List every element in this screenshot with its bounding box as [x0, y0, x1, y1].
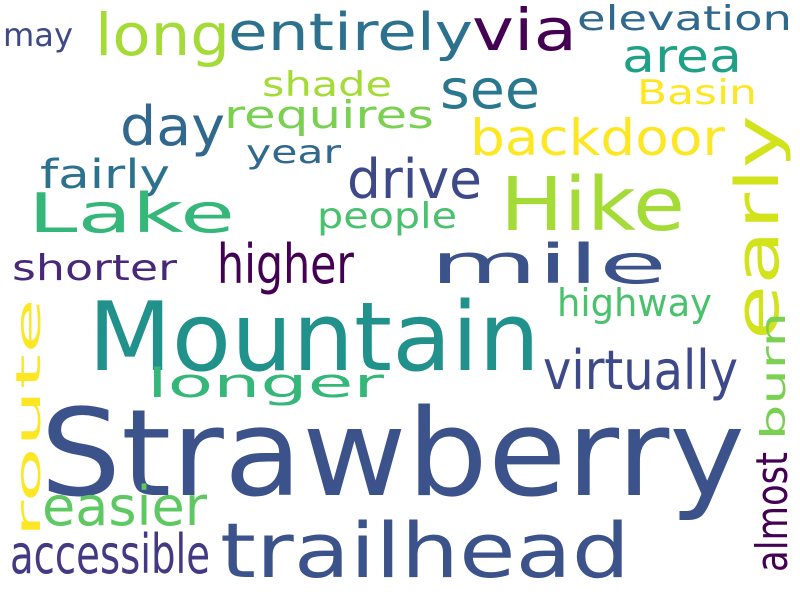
word-elevation: elevation: [577, 0, 792, 39]
word-basin: Basin: [637, 73, 757, 113]
word-higher: people: [317, 196, 457, 237]
word-easier: virtually: [543, 339, 738, 402]
word-people: Lake: [28, 182, 235, 245]
word-early: burn: [754, 312, 794, 440]
word-shorter: mile: [430, 233, 667, 296]
word-entirely: entirely: [228, 3, 473, 63]
word-burn: almost: [747, 452, 798, 572]
word-day: day: [120, 95, 225, 158]
word-requires: requires: [224, 93, 434, 137]
word-lake: drive: [347, 148, 482, 211]
word-backdoor: backdoor: [470, 109, 725, 167]
word-fairly: early: [723, 115, 793, 340]
word-shade: shade: [262, 65, 392, 105]
word-virtually: longer: [147, 361, 385, 407]
word-trailhead: trailhead: [220, 506, 630, 595]
word-strawberry: Strawberry: [40, 385, 745, 524]
word-via: via: [472, 0, 577, 64]
word-almost: accessible: [10, 523, 210, 586]
word-longer: highway: [557, 281, 712, 325]
word-route: easier: [42, 475, 208, 538]
word-long: long: [95, 1, 230, 69]
word-mountain: Mountain: [88, 283, 540, 393]
word-area: area: [622, 29, 742, 83]
word-mile: higher: [217, 233, 355, 296]
word-accessible: route: [9, 298, 49, 538]
word-year: year: [246, 133, 342, 171]
word-hike: Hike: [500, 162, 685, 248]
word-drive: fairly: [40, 152, 170, 198]
word-may: may: [3, 16, 73, 54]
word-see: see: [440, 58, 540, 121]
word-highway: shorter: [12, 248, 177, 289]
